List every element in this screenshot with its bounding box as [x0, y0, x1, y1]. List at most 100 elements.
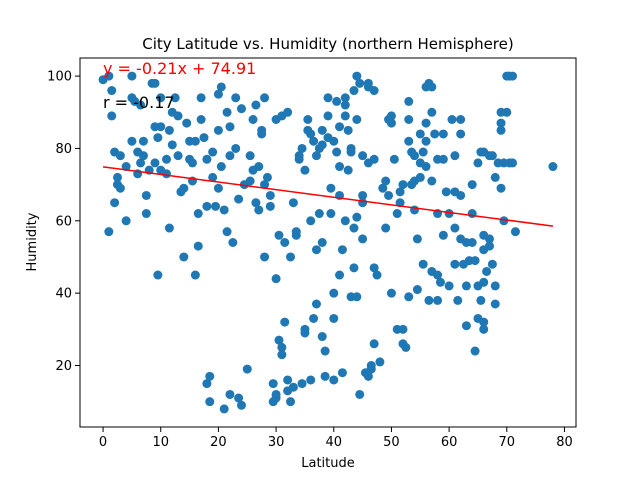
data-point	[260, 180, 270, 190]
data-point	[138, 151, 148, 161]
x-axis: 0 10 20 30 40 50 60 70 80	[99, 427, 573, 450]
data-point	[283, 107, 293, 117]
data-point	[291, 230, 301, 240]
data-point	[476, 295, 486, 305]
data-point	[121, 216, 131, 226]
data-point	[484, 241, 494, 251]
data-point	[213, 183, 223, 193]
data-point	[179, 252, 189, 262]
data-point	[358, 234, 368, 244]
data-point	[112, 172, 122, 182]
x-tick-label: 70	[499, 435, 516, 450]
data-point	[222, 107, 232, 117]
data-point	[236, 104, 246, 114]
data-point	[136, 158, 146, 168]
data-point	[510, 227, 520, 237]
data-point	[280, 238, 290, 247]
data-point	[167, 140, 177, 150]
data-point	[136, 100, 146, 110]
data-point	[190, 270, 200, 280]
data-point	[280, 317, 290, 327]
data-point	[461, 321, 471, 331]
data-point	[251, 198, 261, 208]
data-point	[187, 158, 197, 168]
data-point	[115, 151, 125, 161]
data-point	[496, 183, 506, 193]
data-point	[386, 118, 396, 128]
data-point	[441, 187, 451, 197]
data-point	[398, 324, 408, 334]
data-point	[340, 93, 350, 103]
data-point	[329, 313, 339, 323]
data-point	[375, 357, 385, 367]
data-point	[205, 397, 215, 407]
data-point	[369, 263, 379, 273]
data-point	[306, 129, 316, 139]
data-point	[415, 172, 425, 182]
data-point	[288, 198, 298, 208]
data-point	[150, 158, 160, 168]
correlation-label: r = -0.17	[103, 93, 175, 112]
data-point	[386, 288, 396, 298]
plot-frame	[79, 57, 577, 428]
data-point	[404, 136, 414, 146]
data-point	[254, 205, 264, 215]
x-tick-label: 50	[383, 435, 400, 450]
data-point	[467, 209, 477, 219]
data-point	[418, 259, 428, 269]
data-point	[107, 86, 117, 96]
data-point	[225, 151, 235, 161]
data-point	[202, 379, 212, 389]
data-point	[107, 111, 117, 121]
data-point	[112, 180, 122, 190]
data-point	[219, 205, 229, 215]
data-point	[138, 136, 148, 146]
data-point	[346, 147, 356, 157]
data-point	[196, 93, 206, 103]
x-tick-label: 30	[268, 435, 285, 450]
data-point	[329, 375, 339, 385]
data-point	[213, 89, 223, 99]
data-point	[231, 93, 241, 103]
data-point	[268, 379, 278, 389]
data-point	[412, 285, 422, 295]
data-point	[311, 245, 321, 255]
data-point	[228, 238, 238, 247]
data-point	[392, 209, 402, 219]
data-point	[251, 100, 261, 110]
data-point	[213, 125, 223, 135]
data-point	[323, 111, 333, 121]
data-point	[502, 107, 512, 117]
data-point	[231, 143, 241, 153]
data-point	[335, 162, 345, 172]
data-point	[265, 201, 275, 211]
data-point	[271, 274, 281, 284]
y-tick-label: 20	[55, 359, 72, 374]
data-point	[355, 389, 365, 399]
data-point	[294, 154, 304, 164]
data-point	[260, 93, 270, 103]
data-point	[548, 162, 558, 172]
data-point	[332, 96, 342, 106]
data-point	[456, 129, 466, 139]
data-point	[254, 162, 264, 172]
data-point	[456, 190, 466, 200]
data-point	[314, 209, 324, 219]
data-point	[104, 227, 114, 237]
data-point	[453, 295, 463, 305]
data-point	[271, 389, 281, 399]
data-point	[358, 151, 368, 161]
data-point	[277, 350, 287, 360]
data-point	[286, 252, 296, 262]
data-point	[496, 125, 506, 135]
data-point	[384, 190, 394, 200]
y-tick-label: 60	[55, 214, 72, 229]
data-point	[286, 397, 296, 407]
data-point	[309, 136, 319, 146]
regression-line	[102, 166, 554, 227]
data-point	[309, 313, 319, 323]
data-point	[208, 172, 218, 182]
data-point	[496, 118, 506, 128]
data-point	[337, 368, 347, 378]
data-point	[484, 234, 494, 244]
